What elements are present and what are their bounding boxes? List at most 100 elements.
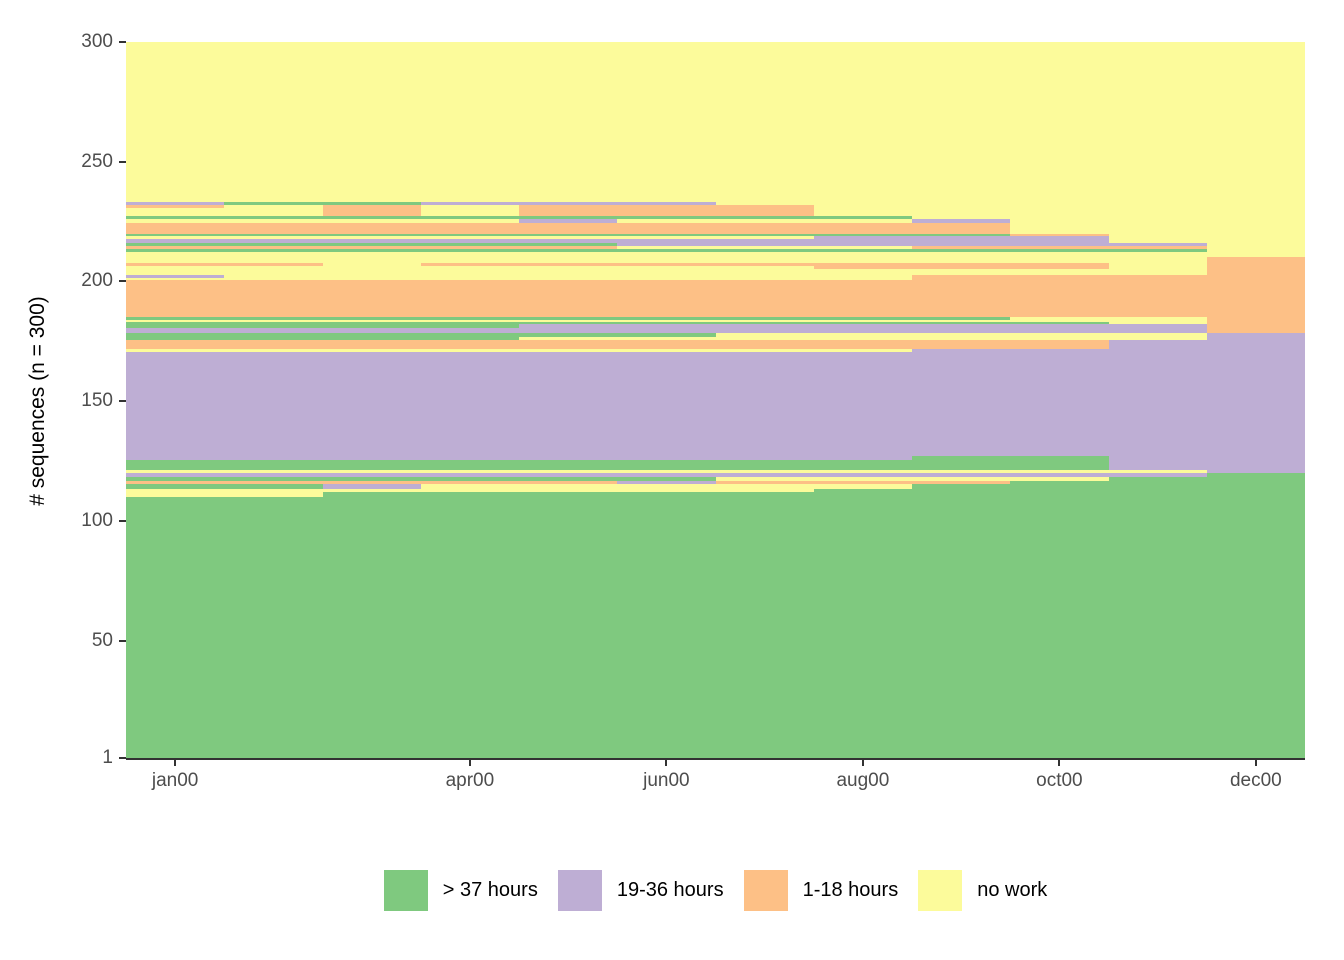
y-tick-label: 1 — [102, 747, 113, 768]
legend-swatch — [918, 870, 963, 911]
y-tick — [119, 400, 126, 403]
state-segment — [126, 476, 716, 481]
state-segment — [1108, 339, 1305, 349]
state-segment — [912, 274, 1305, 279]
state-segment — [126, 246, 618, 250]
state-segment — [1010, 480, 1305, 485]
state-segment — [126, 204, 225, 209]
x-tick-label: oct00 — [1036, 770, 1083, 791]
state-segment — [126, 323, 519, 328]
y-tick-label: 250 — [81, 150, 113, 172]
state-segment — [126, 321, 1109, 324]
state-segment — [1206, 266, 1305, 269]
state-segment — [126, 491, 323, 497]
legend-swatch — [743, 870, 788, 911]
state-segment — [126, 219, 519, 223]
legend-item: 19-36 hours — [557, 870, 724, 911]
state-segment — [126, 278, 912, 281]
x-tick — [468, 760, 471, 766]
state-segment — [126, 472, 1207, 477]
state-segment — [1108, 233, 1305, 236]
legend: > 37 hours 19-36 hours 1-18 hours no work — [126, 870, 1305, 911]
legend-label: no work — [977, 879, 1048, 901]
state-segment — [126, 208, 323, 216]
legend-item: 1-18 hours — [743, 870, 898, 911]
state-segment — [420, 484, 912, 490]
state-segment — [912, 455, 1109, 460]
state-segment — [420, 263, 1109, 267]
state-segment — [126, 348, 912, 352]
y-tick-label: 200 — [81, 270, 113, 292]
state-segment — [126, 484, 323, 490]
state-segment — [1010, 233, 1109, 236]
state-segment — [322, 263, 421, 267]
x-tick — [861, 760, 864, 766]
state-segment — [126, 238, 1109, 244]
state-segment — [126, 243, 618, 246]
legend-item: no work — [918, 870, 1047, 911]
state-segment — [1010, 219, 1305, 223]
state-segment — [813, 208, 1305, 216]
state-segment — [912, 246, 1207, 250]
state-segment — [1206, 332, 1305, 337]
state-segment — [126, 469, 1207, 473]
state-segment — [912, 484, 1305, 490]
state-segment — [126, 263, 323, 267]
state-segment — [126, 336, 519, 340]
state-segment — [617, 246, 912, 250]
state-segment — [1206, 336, 1305, 340]
state-segment — [420, 204, 519, 209]
state-segment — [1108, 459, 1305, 470]
state-segment — [224, 204, 323, 209]
state-segment — [1206, 319, 1305, 322]
state-segment — [126, 455, 912, 460]
state-segment — [126, 339, 1109, 349]
state-segment — [1108, 266, 1207, 269]
x-tick-label: jun00 — [643, 770, 690, 791]
x-tick — [1058, 760, 1061, 766]
state-segment — [1010, 222, 1305, 234]
state-segment — [126, 489, 814, 492]
state-segment — [1108, 263, 1207, 267]
state-segment — [322, 208, 421, 216]
state-segment — [912, 219, 1011, 223]
state-segment — [1206, 269, 1305, 275]
state-segment — [1206, 469, 1305, 473]
state-segment — [126, 480, 618, 485]
state-segment — [519, 323, 1207, 328]
x-tick-label: dec00 — [1229, 770, 1282, 791]
state-segment — [715, 202, 1305, 205]
state-segment — [224, 202, 421, 205]
state-segment — [912, 348, 1305, 352]
state-segment — [420, 208, 519, 216]
legend-swatch — [557, 870, 602, 911]
y-tick-label: 50 — [91, 629, 113, 651]
state-segment — [1108, 321, 1207, 324]
state-segment — [912, 215, 1305, 220]
legend-label: 19-36 hours — [616, 879, 724, 901]
state-segment — [715, 480, 1011, 485]
state-segment — [126, 249, 1207, 252]
legend-label: > 37 hours — [442, 879, 538, 901]
state-segment — [1108, 238, 1305, 244]
state-segment — [126, 280, 1305, 317]
state-segment — [519, 336, 1207, 340]
state-segment — [322, 484, 421, 490]
state-segment — [126, 351, 1305, 456]
y-tick-label: 100 — [81, 509, 113, 531]
state-segment — [519, 204, 814, 209]
state-segment — [1206, 472, 1305, 477]
state-segment — [322, 204, 421, 209]
x-tick — [665, 760, 668, 766]
state-segment — [715, 476, 1109, 481]
state-segment — [126, 459, 1109, 470]
state-segment — [617, 480, 716, 485]
state-segment — [1108, 455, 1305, 460]
x-tick-label: apr00 — [445, 770, 495, 791]
state-segment — [126, 256, 1207, 264]
state-segment — [813, 204, 1305, 209]
state-segment — [715, 332, 1207, 337]
state-segment — [813, 489, 1305, 492]
state-segment — [1206, 263, 1305, 267]
